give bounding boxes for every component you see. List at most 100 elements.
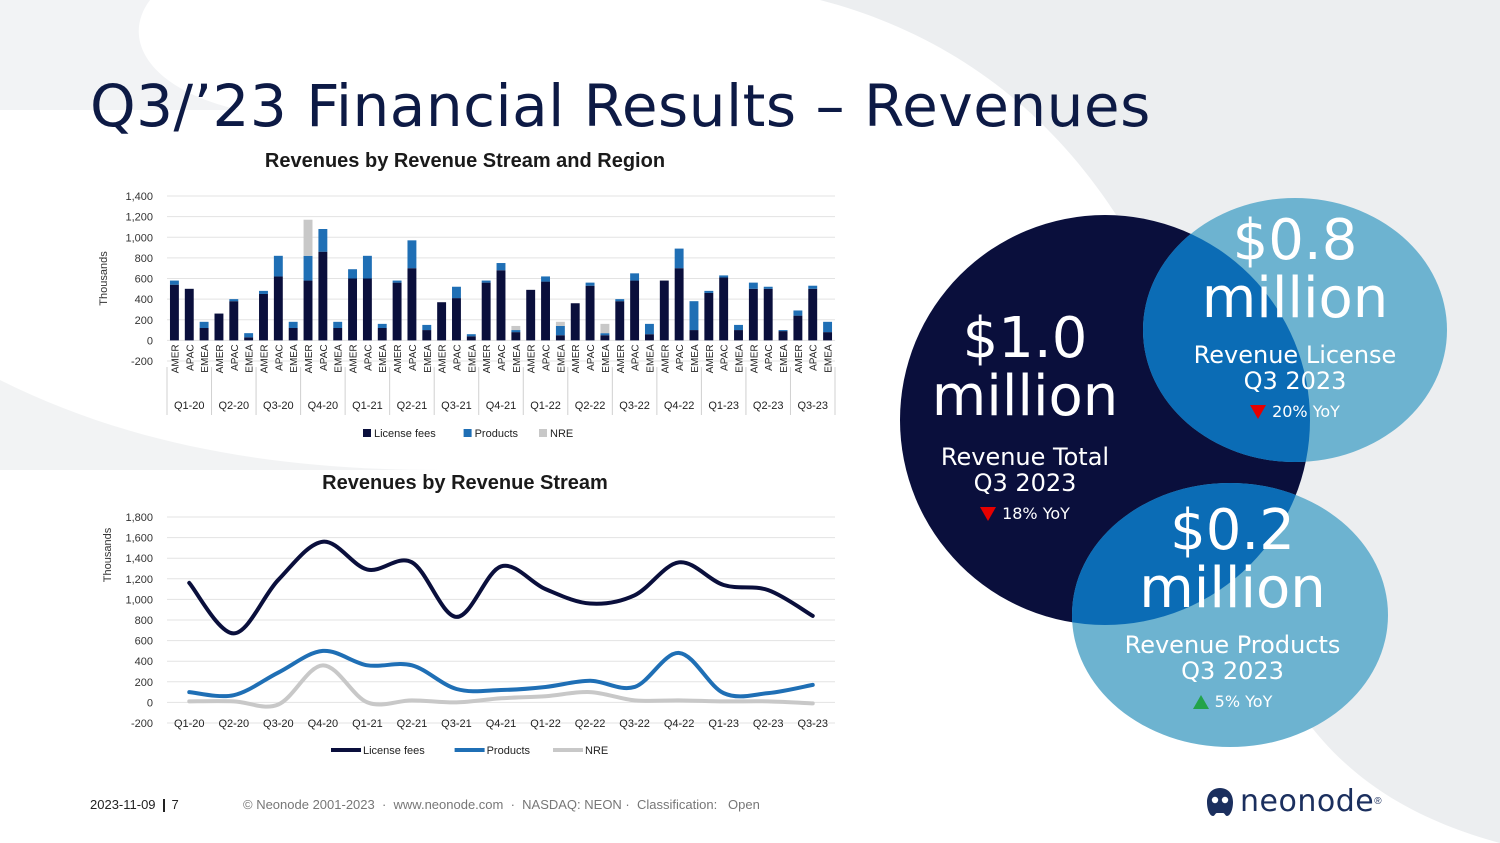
bar-segment-license-fees [823,332,833,341]
bar-segment-products [229,299,239,302]
bar-segment-license-fees [392,282,402,341]
region-tick-label: APAC [497,344,508,371]
bar-segment-license-fees [452,298,461,341]
y-tick-label: 800 [135,253,153,265]
bar-segment-license-fees [570,303,580,341]
quarter-tick-label: Q2-20 [219,400,250,412]
region-tick-label: EMEA [289,344,300,373]
region-tick-label: EMEA [601,344,612,373]
footer-page-number: 7 [171,797,179,812]
bar-segment-license-fees [659,280,669,341]
license-yoy: 20% YoY [1272,402,1340,421]
legend-swatch [463,429,472,437]
total-label: Revenue Total [940,443,1110,471]
bar-chart-ylabel: Thousands [98,251,110,306]
quarter-tick-label: Q1-23 [708,400,739,412]
y-tick-label: 200 [135,315,153,327]
license-amount: $0.8 [1232,208,1358,273]
products-yoy: 5% YoY [1214,692,1273,711]
x-tick-label: Q3-23 [797,718,828,730]
legend-swatch [539,429,547,437]
legend-swatch [363,429,371,437]
y-tick-label: 400 [135,656,153,668]
bar-segment-products [555,325,565,336]
bar-segment-license-fees [362,278,372,341]
products-label: Revenue Products [1124,631,1341,659]
bar-segment-products [511,330,521,333]
y-tick-label: 1,800 [125,512,153,524]
bar-segment-license-fees [778,331,788,341]
region-tick-label: EMEA [512,344,523,373]
region-tick-label: EMEA [378,344,389,373]
bar-segment-nre [303,219,313,256]
y-tick-label: 400 [135,294,153,306]
bar-segment-products [303,255,313,281]
y-tick-label: 1,400 [125,553,153,565]
bar-segment-products [615,299,625,302]
bubbles-graphic [900,198,1447,747]
footer-copyright: © Neonode 2001-2023 · www.neonode.com · … [243,797,760,812]
x-tick-label: Q4-21 [486,718,517,730]
region-tick-label: APAC [319,344,330,371]
bar-chart: Thousands -200 0 200 400 600 800 1,000 1,200 1,40… [98,191,836,440]
bar-segment-license-fees [169,284,179,341]
bar-segment-products [318,229,328,252]
neonode-logo-icon [1207,787,1233,816]
bar-segment-license-fees [585,285,595,341]
region-tick-label: APAC [408,344,419,371]
region-tick-label: AMER [259,344,270,373]
bar-segment-products [734,324,743,331]
bar-segment-license-fees [214,313,224,341]
bar-segment-products [288,321,298,328]
bar-segment-products [763,286,773,289]
region-tick-label: APAC [542,344,553,371]
products-unit: million [1139,556,1326,621]
series-line-products [187,648,815,699]
quarter-tick-label: Q4-21 [486,400,517,412]
license-period: Q3 2023 [1243,367,1347,395]
x-tick-label: Q3-20 [263,718,294,730]
x-tick-label: Q1-23 [708,718,739,730]
legend-label: NRE [585,745,608,757]
products-period: Q3 2023 [1181,657,1284,685]
region-tick-label: AMER [393,344,404,373]
y-tick-label: 1,000 [125,594,153,606]
region-tick-label: AMER [170,344,181,373]
x-tick-label: Q2-20 [219,718,250,730]
bar-segment-license-fees [259,293,268,341]
y-tick-label: 1,400 [125,191,153,203]
bar-segment-products [748,282,758,289]
region-tick-label: APAC [764,344,775,371]
bar-segment-nre [555,321,565,326]
bar-segment-products [452,286,461,299]
x-tick-label: Q4-20 [308,718,339,730]
y-tick-label: 0 [147,697,153,709]
quarter-tick-label: Q1-22 [530,400,561,412]
region-tick-label: APAC [452,344,463,371]
x-tick-label: Q2-22 [575,718,606,730]
region-tick-label: APAC [809,344,820,371]
bar-segment-products [392,280,402,283]
line-chart-title: Revenues by Revenue Stream [322,472,608,494]
quarter-tick-label: Q4-22 [664,400,695,412]
down-arrow-icon [1250,405,1267,419]
region-tick-label: AMER [794,344,805,373]
x-tick-label: Q4-22 [664,718,695,730]
bar-segment-license-fees [273,276,283,341]
bar-segment-license-fees [808,288,818,341]
slide-title: Q3/’23 Financial Results – Revenues [90,72,1151,140]
bar-segment-license-fees [555,335,565,341]
bar-segment-products [600,333,610,336]
region-tick-label: APAC [720,344,731,371]
region-tick-label: EMEA [334,344,345,373]
bar-segment-products [496,263,506,271]
license-unit: million [1201,266,1389,331]
bar-segment-products [719,275,729,278]
bar-segment-products [244,333,254,338]
y-tick-label: 1,000 [125,232,153,244]
x-tick-label: Q2-23 [753,718,784,730]
region-tick-label: EMEA [645,344,656,373]
bar-segment-license-fees [748,288,758,341]
region-tick-label: AMER [571,344,582,373]
down-arrow-icon [980,507,997,521]
